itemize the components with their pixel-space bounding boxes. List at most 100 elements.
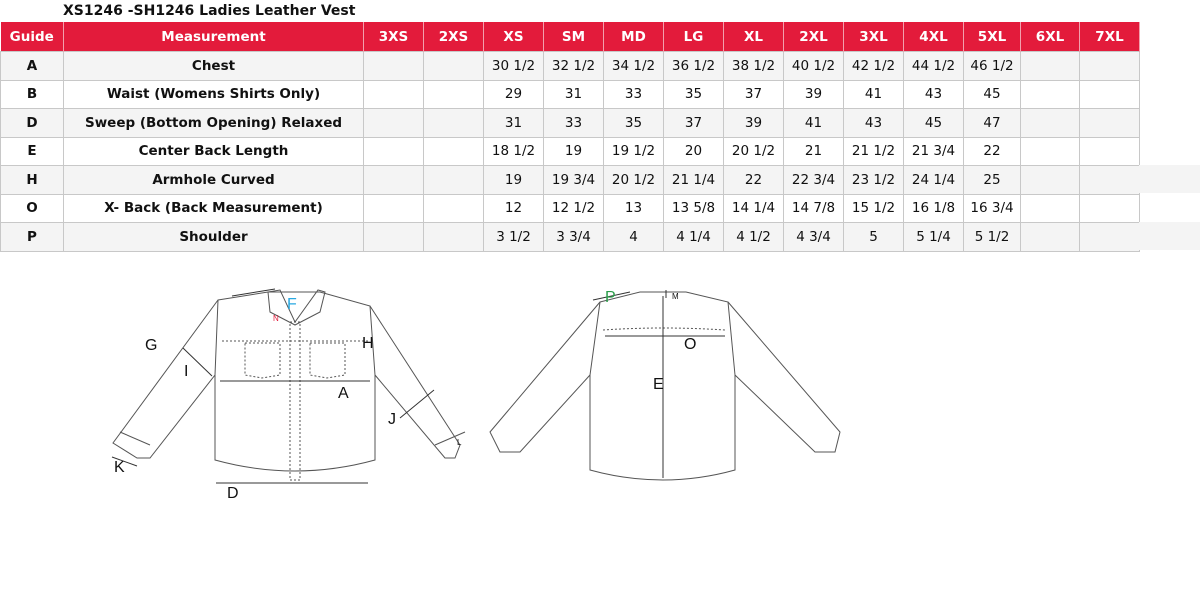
value-cell: 22 bbox=[723, 165, 784, 195]
label-h: H bbox=[362, 335, 374, 352]
value-cell: 14 1/4 bbox=[723, 193, 784, 223]
label-i: I bbox=[184, 363, 188, 380]
label-k: K bbox=[114, 459, 125, 476]
value-cell: 38 1/2 bbox=[723, 51, 784, 81]
value-cell: 4 3/4 bbox=[783, 222, 844, 252]
row-extension bbox=[1139, 222, 1200, 250]
value-cell: 40 1/2 bbox=[783, 51, 844, 81]
value-cell: 16 1/8 bbox=[903, 193, 964, 223]
column-header: 7XL bbox=[1079, 22, 1140, 52]
column-header: 2XS bbox=[423, 22, 484, 52]
value-cell: 12 bbox=[483, 193, 544, 223]
value-cell: 3 1/2 bbox=[483, 222, 544, 252]
value-cell: 24 1/4 bbox=[903, 165, 964, 195]
column-header: LG bbox=[663, 22, 724, 52]
value-cell: 5 1/4 bbox=[903, 222, 964, 252]
value-cell: 36 1/2 bbox=[663, 51, 724, 81]
value-cell: 20 1/2 bbox=[723, 136, 784, 166]
value-cell: 19 bbox=[543, 136, 604, 166]
value-cell bbox=[363, 165, 424, 195]
value-cell bbox=[1020, 193, 1080, 223]
value-cell: 35 bbox=[663, 79, 724, 109]
column-header: XS bbox=[483, 22, 544, 52]
value-cell: 3 3/4 bbox=[543, 222, 604, 252]
measurement-cell: Waist (Womens Shirts Only) bbox=[63, 79, 364, 109]
value-cell bbox=[363, 136, 424, 166]
value-cell bbox=[423, 136, 484, 166]
column-header: Guide bbox=[0, 22, 64, 52]
value-cell: 39 bbox=[783, 79, 844, 109]
value-cell: 32 1/2 bbox=[543, 51, 604, 81]
value-cell: 4 1/4 bbox=[663, 222, 724, 252]
label-f: F bbox=[287, 296, 297, 313]
value-cell: 37 bbox=[723, 79, 784, 109]
measurement-cell: Sweep (Bottom Opening) Relaxed bbox=[63, 108, 364, 138]
value-cell: 43 bbox=[843, 108, 904, 138]
value-cell bbox=[1079, 136, 1140, 166]
table-row: E Center Back Length 18 1/2 19 19 1/2 20 20 1/… bbox=[0, 136, 1140, 166]
guide-cell: D bbox=[0, 108, 64, 138]
table-row: D Sweep (Bottom Opening) Relaxed 31 33 35 37 3… bbox=[0, 108, 1140, 138]
column-header: Measurement bbox=[63, 22, 364, 52]
column-header: XL bbox=[723, 22, 784, 52]
value-cell: 45 bbox=[903, 108, 964, 138]
back-shirt bbox=[489, 290, 841, 481]
column-header: MD bbox=[603, 22, 664, 52]
value-cell: 21 3/4 bbox=[903, 136, 964, 166]
label-o: O bbox=[684, 336, 696, 353]
value-cell: 41 bbox=[783, 108, 844, 138]
table-header: Guide Measurement 3XS 2XS XS SM MD LG XL 2XL 3XL 4X… bbox=[0, 22, 1140, 52]
table-row: H Armhole Curved 19 19 3/4 20 1/2 21 1/4 22 22 … bbox=[0, 165, 1140, 195]
value-cell bbox=[363, 222, 424, 252]
value-cell bbox=[423, 108, 484, 138]
value-cell: 23 1/2 bbox=[843, 165, 904, 195]
size-chart-table: Guide Measurement 3XS 2XS XS SM MD LG XL 2XL 3XL 4X… bbox=[0, 22, 1140, 252]
guide-cell: A bbox=[0, 51, 64, 81]
value-cell: 21 1/4 bbox=[663, 165, 724, 195]
value-cell bbox=[1079, 108, 1140, 138]
value-cell: 31 bbox=[543, 79, 604, 109]
value-cell: 5 bbox=[843, 222, 904, 252]
value-cell: 47 bbox=[963, 108, 1021, 138]
label-n: N bbox=[273, 314, 279, 323]
column-header: 2XL bbox=[783, 22, 844, 52]
value-cell: 39 bbox=[723, 108, 784, 138]
column-header: 4XL bbox=[903, 22, 964, 52]
value-cell: 13 5/8 bbox=[663, 193, 724, 223]
value-cell bbox=[1079, 51, 1140, 81]
value-cell: 33 bbox=[543, 108, 604, 138]
label-a: A bbox=[338, 385, 349, 402]
value-cell bbox=[1020, 222, 1080, 252]
value-cell: 14 7/8 bbox=[783, 193, 844, 223]
table-row: A Chest 30 1/2 32 1/2 34 1/2 36 1/2 38 1/2 40 1… bbox=[0, 51, 1140, 81]
value-cell bbox=[1020, 51, 1080, 81]
chart-title: XS1246 -SH1246 Ladies Leather Vest bbox=[63, 3, 356, 19]
value-cell: 37 bbox=[663, 108, 724, 138]
value-cell: 45 bbox=[963, 79, 1021, 109]
column-header: 5XL bbox=[963, 22, 1021, 52]
column-header: 3XS bbox=[363, 22, 424, 52]
value-cell: 20 1/2 bbox=[603, 165, 664, 195]
measurement-cell: Armhole Curved bbox=[63, 165, 364, 195]
guide-cell: H bbox=[0, 165, 64, 195]
column-header: 6XL bbox=[1020, 22, 1080, 52]
value-cell bbox=[423, 165, 484, 195]
value-cell: 22 3/4 bbox=[783, 165, 844, 195]
measurement-cell: Shoulder bbox=[63, 222, 364, 252]
measurement-cell: Chest bbox=[63, 51, 364, 81]
value-cell bbox=[423, 51, 484, 81]
value-cell bbox=[423, 222, 484, 252]
value-cell: 4 1/2 bbox=[723, 222, 784, 252]
label-g: G bbox=[145, 337, 157, 354]
column-header: 3XL bbox=[843, 22, 904, 52]
value-cell: 19 bbox=[483, 165, 544, 195]
value-cell: 34 1/2 bbox=[603, 51, 664, 81]
front-shirt bbox=[111, 288, 466, 484]
value-cell bbox=[1020, 108, 1080, 138]
table-row: P Shoulder 3 1/2 3 3/4 4 4 1/4 4 1/2 4 3/4 5 5 1/… bbox=[0, 222, 1140, 252]
label-e: E bbox=[653, 376, 664, 393]
value-cell: 44 1/2 bbox=[903, 51, 964, 81]
value-cell: 5 1/2 bbox=[963, 222, 1021, 252]
table-row: O X- Back (Back Measurement) 12 12 1/2 13 13 … bbox=[0, 193, 1140, 223]
